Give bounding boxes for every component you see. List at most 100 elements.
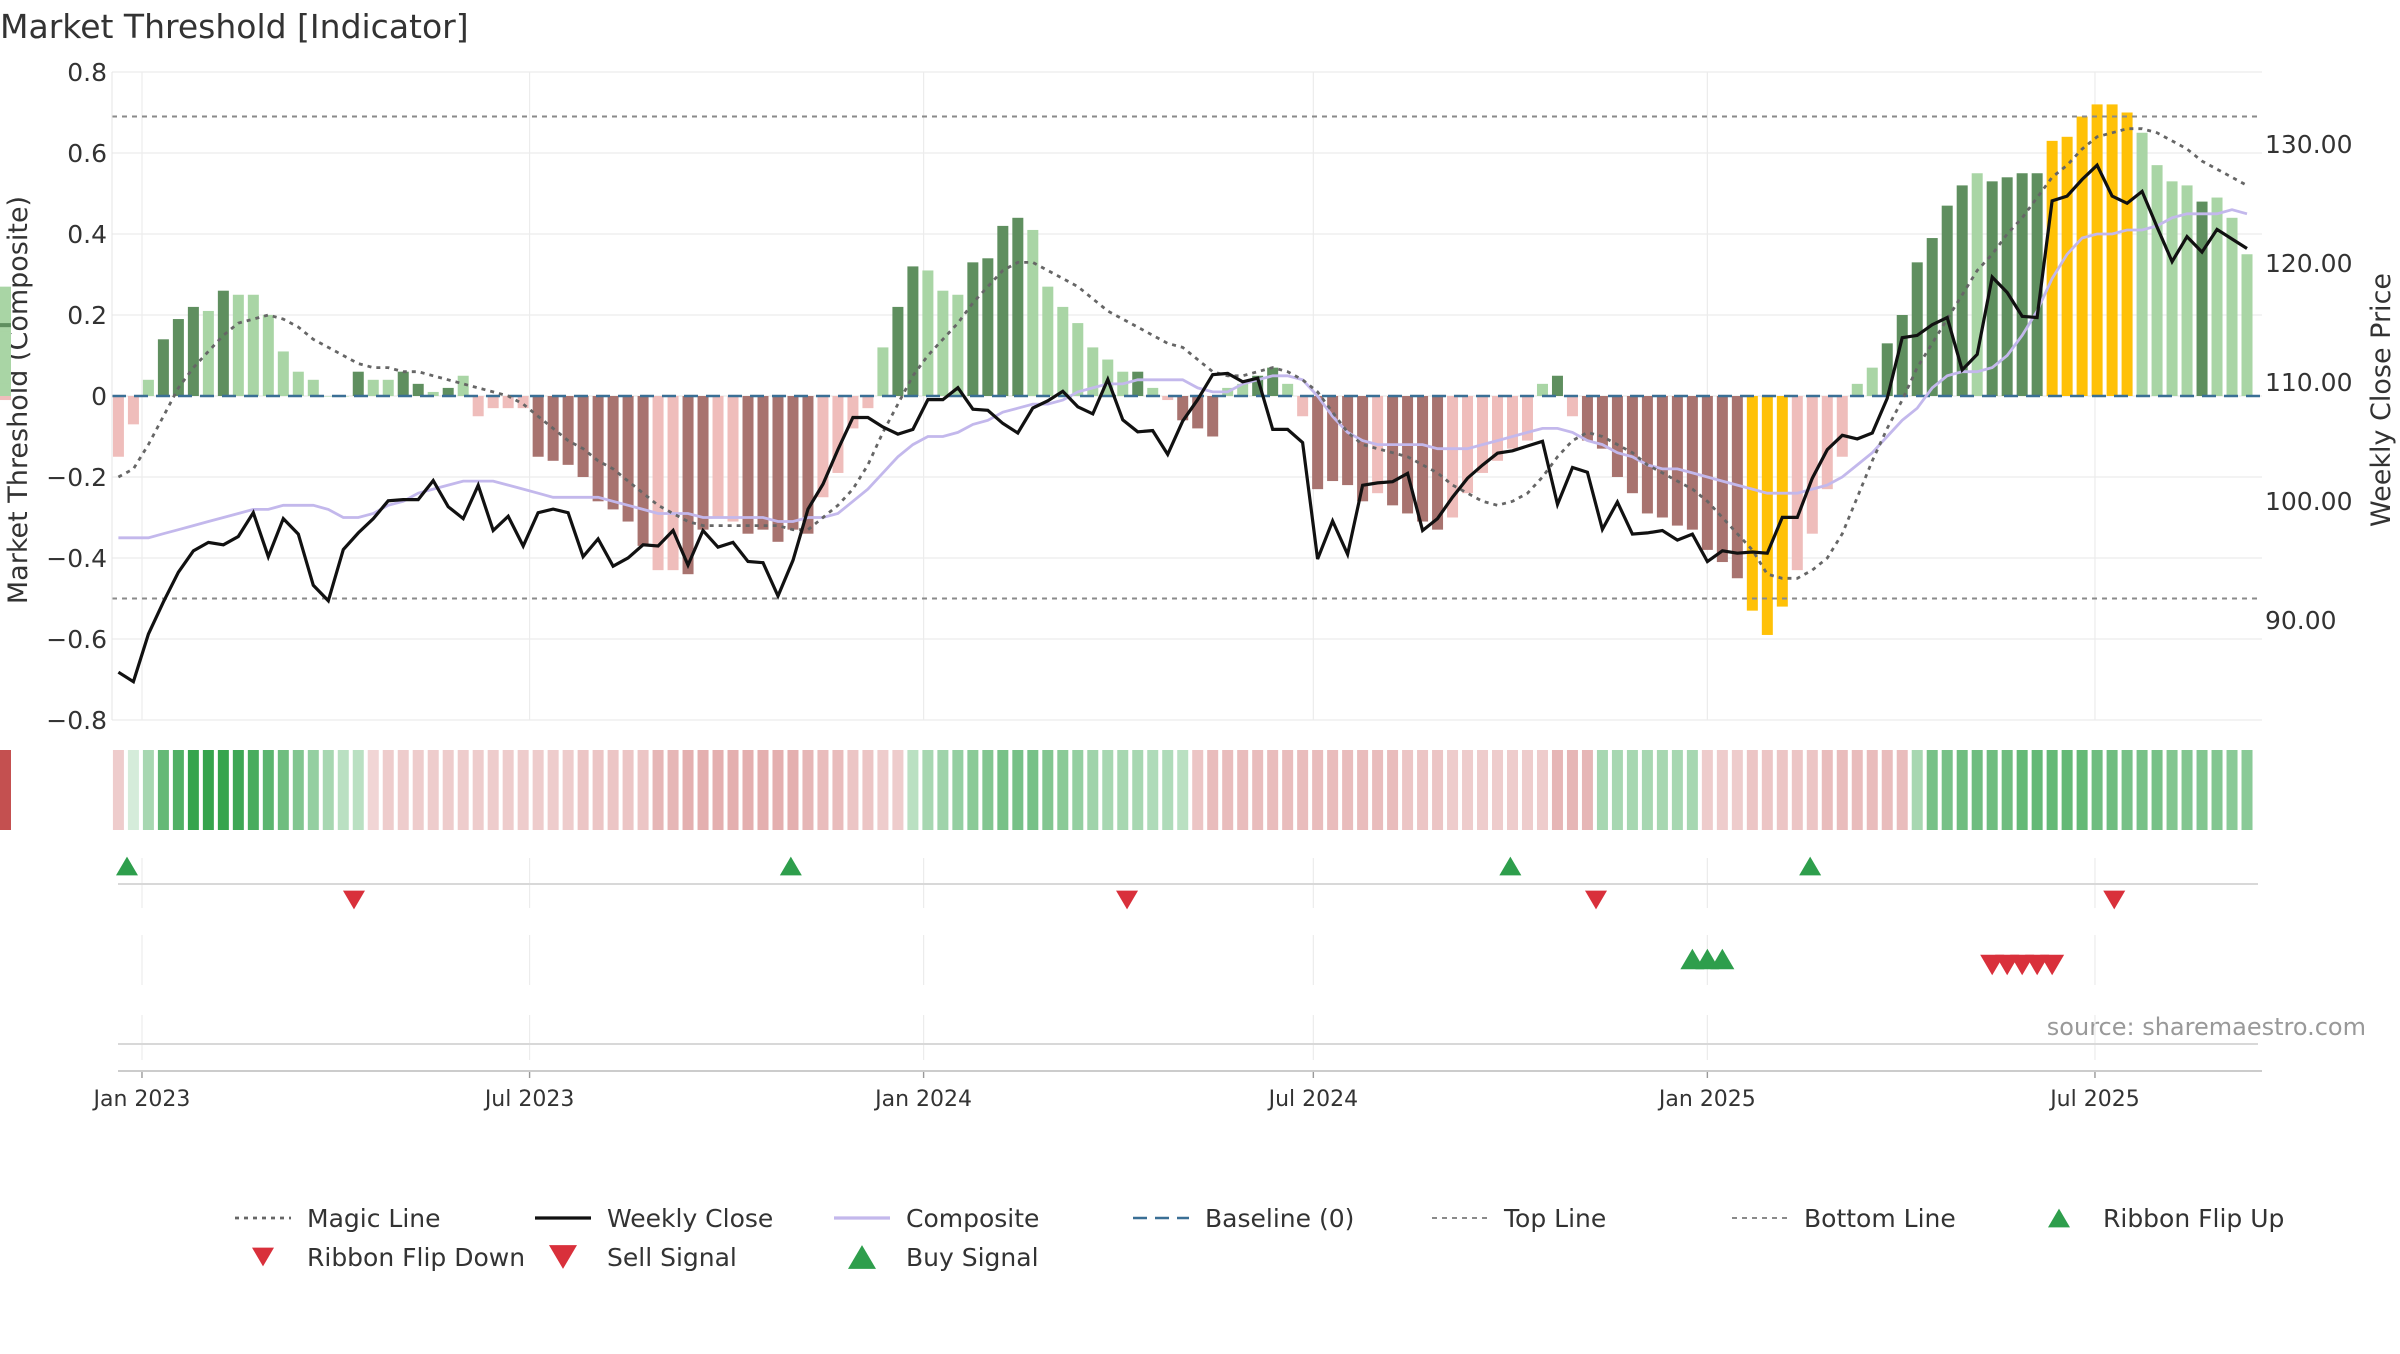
ribbon-cell — [2061, 750, 2073, 830]
ribbon-cell — [757, 750, 769, 830]
histogram-bar — [877, 347, 889, 396]
histogram-bar — [397, 371, 409, 396]
ribbon-cell — [172, 750, 184, 830]
magic-line — [117, 127, 2248, 580]
histogram-bar — [487, 396, 499, 409]
histogram-bar — [967, 262, 979, 396]
histogram-bar — [367, 379, 379, 396]
ribbon-cell — [1806, 750, 1818, 830]
y2-tick-label: 110.00 — [2265, 368, 2352, 397]
ribbon-cell — [1342, 750, 1354, 830]
ribbon-flip-up-marker — [1799, 856, 1822, 876]
y-tick-label: 0.8 — [67, 58, 107, 87]
histogram-bar — [1462, 396, 1474, 494]
y2-tick-label: 100.00 — [2265, 487, 2352, 516]
histogram-bar — [1387, 396, 1399, 506]
histogram-bar — [937, 290, 949, 396]
ribbon-cell — [1027, 750, 1039, 830]
ribbon-cell — [2241, 750, 2253, 830]
histogram-bar — [1926, 238, 1938, 396]
ribbon-cell — [1686, 750, 1698, 830]
histogram-bar — [742, 396, 754, 534]
histogram-bar — [1506, 396, 1518, 449]
ribbon-cell — [1222, 750, 1234, 830]
ribbon-cell — [1327, 750, 1339, 830]
histogram-bar — [817, 396, 829, 498]
histogram-bar — [1551, 375, 1563, 396]
ribbon-cell — [982, 750, 994, 830]
ribbon-flip-down-marker — [342, 890, 365, 910]
histogram-bar — [1986, 181, 1998, 396]
histogram-bar — [2016, 173, 2028, 396]
ribbon-flip-up-marker — [115, 856, 138, 876]
histogram-bar — [1297, 396, 1309, 417]
legend-item: Ribbon Flip Down — [252, 1243, 525, 1272]
histogram-bar — [517, 396, 529, 409]
ribbon-cell — [1926, 750, 1938, 830]
ribbon-cell — [967, 750, 979, 830]
ribbon-cell — [772, 750, 784, 830]
y-tick-label: −0.2 — [46, 463, 107, 492]
ribbon-cell — [1596, 750, 1608, 830]
legend-label: Weekly Close — [607, 1204, 773, 1233]
ribbon-cell — [1911, 750, 1923, 830]
ribbon-cell — [787, 750, 799, 830]
y-tick-label: 0 — [91, 382, 107, 411]
ribbon-cell — [1087, 750, 1099, 830]
histogram-bar — [982, 258, 994, 396]
histogram-bar — [1177, 396, 1189, 421]
ribbon-cell — [1462, 750, 1474, 830]
ribbon-cell — [1417, 750, 1429, 830]
ribbon-cell — [1042, 750, 1054, 830]
ribbon-cell — [832, 750, 844, 830]
ribbon-cell — [1402, 750, 1414, 830]
histogram-bar — [2241, 254, 2253, 396]
ribbon-cell — [1671, 750, 1683, 830]
histogram-bar — [802, 396, 814, 534]
legend-label: Top Line — [1503, 1204, 1606, 1233]
y-tick-label: 0.4 — [67, 220, 107, 249]
histogram-bar — [1611, 396, 1623, 477]
y-tick-label: −0.6 — [46, 625, 107, 654]
histogram-bar — [622, 396, 634, 522]
histogram-bar — [1641, 396, 1653, 514]
ribbon-cell — [157, 750, 169, 830]
ribbon-cell — [1731, 750, 1743, 830]
y-tick-label: 0.6 — [67, 139, 107, 168]
ribbon-cell — [952, 750, 964, 830]
histogram-bar — [1731, 396, 1743, 579]
ribbon-cell — [1132, 750, 1144, 830]
histogram-bar — [757, 396, 769, 530]
histogram-bar — [997, 225, 1009, 396]
ribbon-cell — [652, 750, 664, 830]
histogram-bar — [1941, 205, 1953, 396]
histogram-bar — [1087, 347, 1099, 396]
histogram-bar — [2001, 177, 2013, 396]
histogram-bar — [1536, 383, 1548, 396]
ribbon-cell — [2226, 750, 2238, 830]
histogram-bar — [502, 396, 514, 409]
ribbon-cell — [1761, 750, 1773, 830]
ribbon-flip-down-marker — [1585, 890, 1608, 910]
histogram-bar — [1027, 229, 1039, 396]
histogram-bar — [322, 396, 334, 397]
ribbon-cell — [1551, 750, 1563, 830]
histogram-bar — [247, 294, 259, 396]
histogram-bar — [787, 396, 799, 530]
ribbon-cell — [2121, 750, 2133, 830]
ribbon-cell — [1746, 750, 1758, 830]
ribbon-cell — [1237, 750, 1249, 830]
ribbon-cell — [607, 750, 619, 830]
histogram-bar — [352, 371, 364, 396]
ribbon-cell — [817, 750, 829, 830]
ribbon-cell — [1177, 750, 1189, 830]
source-credit: source: sharemaestro.com — [2047, 1013, 2366, 1041]
histogram-bar — [1701, 396, 1713, 550]
ribbon-cell — [442, 750, 454, 830]
ribbon-cell — [1611, 750, 1623, 830]
ribbon-cell — [877, 750, 889, 830]
histogram-bar — [457, 375, 469, 396]
ribbon-cell — [1447, 750, 1459, 830]
histogram-bar — [862, 396, 874, 409]
histogram-bar — [1492, 396, 1504, 461]
